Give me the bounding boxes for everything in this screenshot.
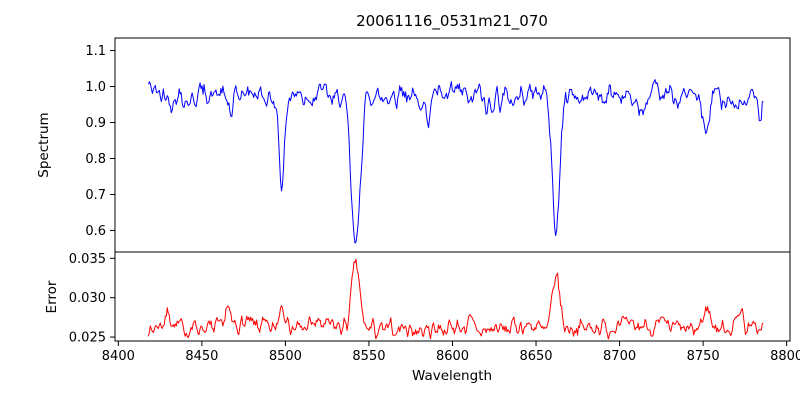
spectrum-y-axis-label: Spectrum bbox=[36, 112, 52, 177]
x-tick-label: 8400 bbox=[102, 349, 135, 364]
y-tick-label: 1.1 bbox=[85, 44, 106, 59]
y-tick-label: 0.025 bbox=[69, 331, 106, 346]
x-tick-label: 8450 bbox=[185, 349, 218, 364]
y-tick-label: 0.035 bbox=[69, 252, 106, 267]
x-tick-label: 8650 bbox=[519, 349, 552, 364]
x-axis-label: Wavelength bbox=[412, 368, 492, 384]
x-tick-label: 8750 bbox=[687, 349, 720, 364]
y-tick-label: 0.030 bbox=[69, 291, 106, 306]
x-tick-label: 8700 bbox=[603, 349, 636, 364]
x-tick-label: 8550 bbox=[352, 349, 385, 364]
error-line bbox=[147, 258, 764, 340]
y-tick-label: 0.9 bbox=[85, 116, 106, 131]
x-tick-label: 8800 bbox=[770, 349, 800, 364]
error-y-axis-label: Error bbox=[44, 280, 60, 313]
y-tick-label: 0.6 bbox=[85, 224, 106, 239]
x-tick-label: 8500 bbox=[269, 349, 302, 364]
y-tick-label: 0.8 bbox=[85, 152, 106, 167]
y-tick-label: 1.0 bbox=[85, 80, 106, 95]
spectrum-line bbox=[147, 79, 764, 244]
x-tick-label: 8600 bbox=[436, 349, 469, 364]
y-tick-label: 0.7 bbox=[85, 188, 106, 203]
chart-title: 20061116_0531m21_070 bbox=[356, 12, 548, 31]
spectrum-panel-frame bbox=[114, 37, 791, 253]
